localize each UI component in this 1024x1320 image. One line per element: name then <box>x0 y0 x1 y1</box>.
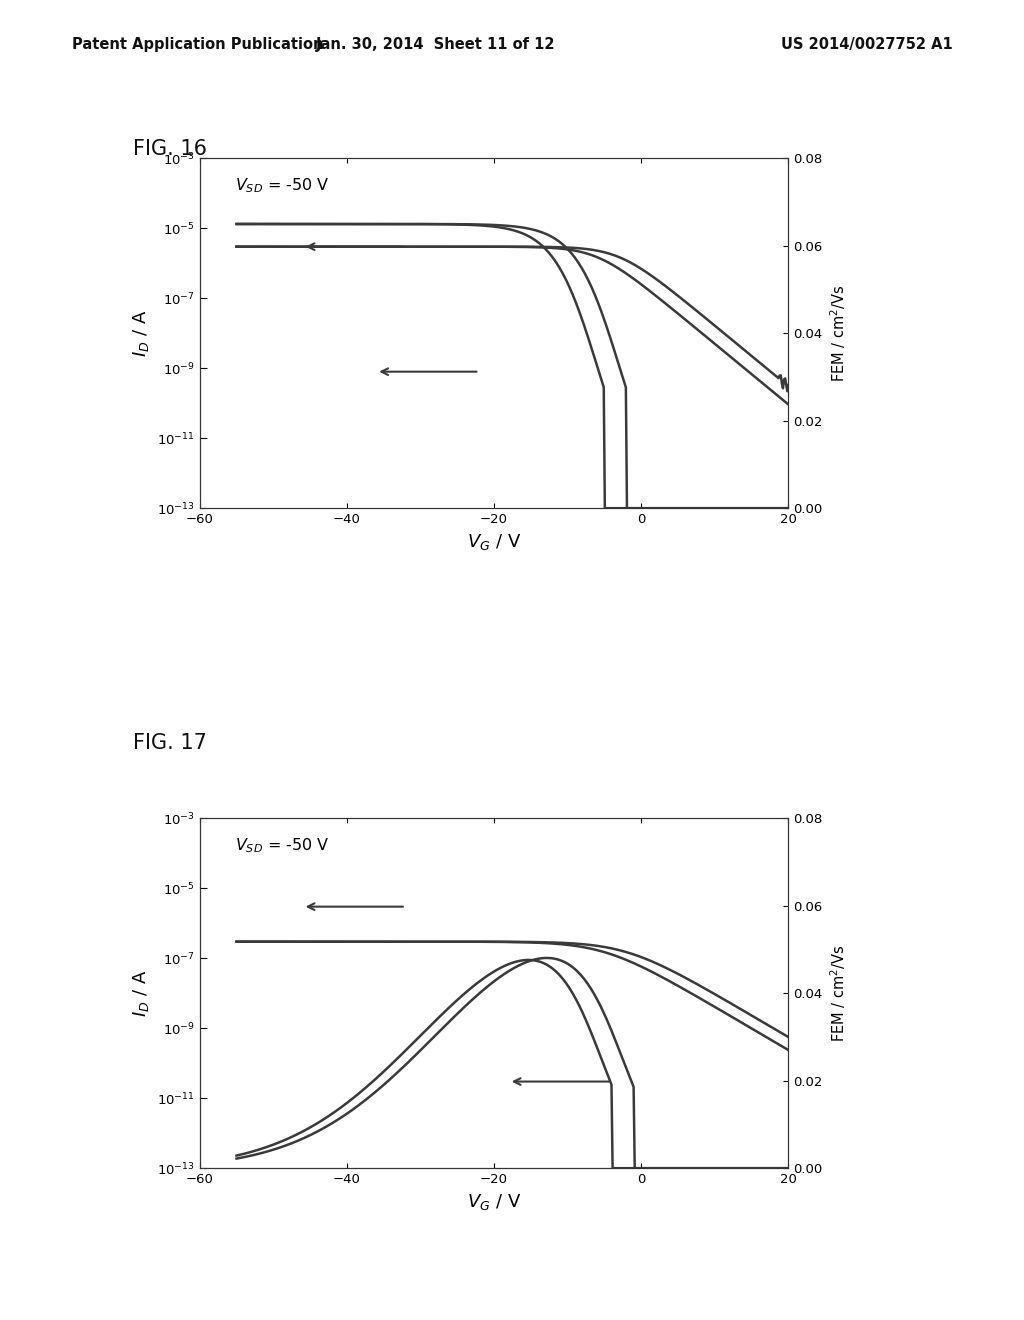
Text: US 2014/0027752 A1: US 2014/0027752 A1 <box>780 37 952 53</box>
Text: $V_{SD}$ = -50 V: $V_{SD}$ = -50 V <box>236 176 330 194</box>
Text: $V_{SD}$ = -50 V: $V_{SD}$ = -50 V <box>236 836 330 854</box>
Y-axis label: FEM / cm$^2$/Vs: FEM / cm$^2$/Vs <box>828 944 848 1043</box>
Y-axis label: FEM / cm$^2$/Vs: FEM / cm$^2$/Vs <box>828 284 848 383</box>
X-axis label: $V_G$ / V: $V_G$ / V <box>467 1192 521 1212</box>
X-axis label: $V_G$ / V: $V_G$ / V <box>467 532 521 552</box>
Text: Jan. 30, 2014  Sheet 11 of 12: Jan. 30, 2014 Sheet 11 of 12 <box>315 37 555 53</box>
Text: FIG. 17: FIG. 17 <box>133 733 207 752</box>
Text: FIG. 16: FIG. 16 <box>133 139 207 158</box>
Y-axis label: $I_D$ / A: $I_D$ / A <box>131 310 152 356</box>
Y-axis label: $I_D$ / A: $I_D$ / A <box>131 970 152 1016</box>
Text: Patent Application Publication: Patent Application Publication <box>72 37 324 53</box>
